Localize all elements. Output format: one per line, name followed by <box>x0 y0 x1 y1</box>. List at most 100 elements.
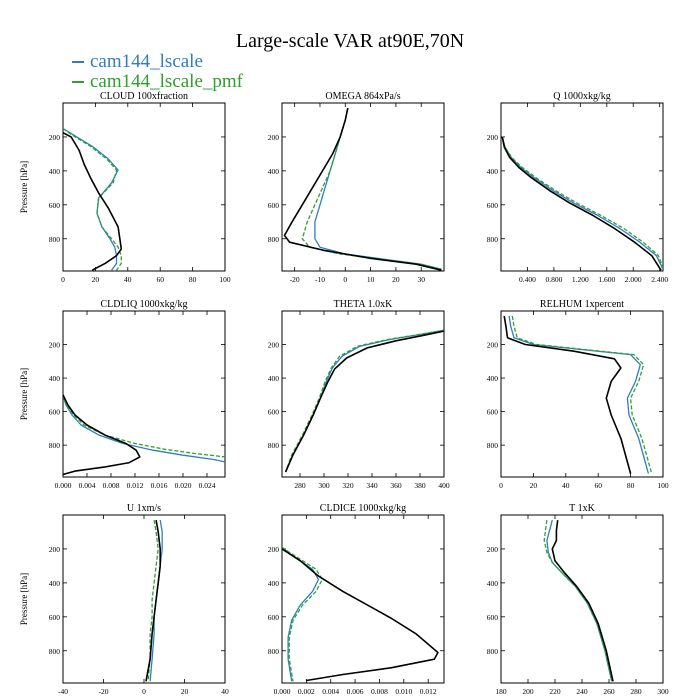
x-tick-label: 20 <box>181 687 189 696</box>
x-tick-label: 0.006 <box>347 687 364 696</box>
x-tick-label: 0.010 <box>395 687 412 696</box>
chart-frame <box>62 514 226 684</box>
x-tick-label: 0.004 <box>322 687 339 696</box>
chart-panel-1: OMEGA 864xPa/s -20 -10 0 10 20 30 200 400 600 800 <box>268 91 445 284</box>
x-tick-label: 380 <box>414 481 426 490</box>
x-tick-label: 20 <box>92 275 100 284</box>
x-tick-label: 0.400 <box>519 275 536 284</box>
x-tick-label: 1.200 <box>572 275 589 284</box>
x-tick-label: 0.016 <box>151 481 168 490</box>
y-tick-label: 800 <box>49 235 61 244</box>
series-line-cam144-lscale-pmf <box>282 546 323 682</box>
series-line-cam144-lscale <box>508 315 650 474</box>
x-tick-label: 400 <box>438 481 450 490</box>
series-line-reference <box>282 548 439 682</box>
x-tick-label: 320 <box>342 481 354 490</box>
x-tick-label: 260 <box>603 687 615 696</box>
x-tick-label: 0.012 <box>420 687 437 696</box>
y-tick-label: 800 <box>487 235 499 244</box>
chart-frame <box>281 310 445 478</box>
x-tick-label: 280 <box>294 481 306 490</box>
chart-title: Q 1000xkg/kg <box>553 91 611 102</box>
y-tick-label: 400 <box>487 579 499 588</box>
y-tick-label: 200 <box>49 133 61 142</box>
legend-item-cam144-lscale-pmf: cam144_lscale_pmf <box>72 72 243 92</box>
x-tick-label: 0.024 <box>199 481 216 490</box>
chart-frame <box>500 310 664 478</box>
legend-label-cam144-lscale: cam144_lscale <box>90 51 203 72</box>
legend: cam144_lscale cam144_lscale_pmf <box>72 52 243 92</box>
legend-swatch-cam144-lscale <box>72 61 84 63</box>
y-tick-label: 600 <box>49 613 61 622</box>
x-tick-label: 300 <box>657 687 669 696</box>
chart-title: THETA 1.0xK <box>334 299 393 310</box>
chart-panel-3: CLDLIQ 1000xkg/kg Pressure [hPa] 0.000 0.00… <box>19 299 226 490</box>
x-tick-label: -20 <box>290 275 300 284</box>
chart-panel-6: U 1xm/s Pressure [hPa] -40 -20 0 20 40 200 400 60… <box>19 503 229 696</box>
x-tick-label: 200 <box>522 687 534 696</box>
series-line-cam144-lscale <box>314 107 442 270</box>
y-tick-label: 200 <box>49 545 61 554</box>
y-tick-label: 200 <box>49 341 61 350</box>
legend-label-cam144-lscale-pmf: cam144_lscale_pmf <box>90 71 244 92</box>
series-line-cam144-lscale <box>501 136 663 270</box>
x-tick-label: 0.008 <box>103 481 120 490</box>
series-line-cam144-lscale-pmf <box>511 315 653 474</box>
y-tick-label: 200 <box>268 341 280 350</box>
x-tick-label: 340 <box>366 481 378 490</box>
series-line-cam144-lscale-pmf <box>147 519 159 682</box>
y-tick-label: 200 <box>268 133 280 142</box>
y-tick-label: 600 <box>487 408 499 417</box>
x-tick-label: 2.000 <box>625 275 642 284</box>
x-tick-label: 0.000 <box>55 481 72 490</box>
x-tick-label: 40 <box>221 687 229 696</box>
chart-panel-8: T 1xK 180 200 220 240 260 280 300 200 400 600 800 <box>487 503 669 696</box>
x-tick-label: 0.000 <box>274 687 291 696</box>
x-tick-label: 0 <box>142 687 146 696</box>
series-line-reference <box>63 131 123 271</box>
chart-panel-7: CLDICE 1000xkg/kg 0.000 0.002 0.004 0.006 0.0… <box>268 503 445 696</box>
chart-panel-5: RELHUM 1xpercent 0 20 40 60 80 100 200 400 600 800 <box>487 299 669 490</box>
y-tick-label: 800 <box>487 441 499 450</box>
x-tick-label: 0 <box>343 275 347 284</box>
chart-frame <box>281 102 445 272</box>
y-axis-label: Pressure [hPa] <box>19 573 29 625</box>
chart-title: RELHUM 1xpercent <box>540 299 624 310</box>
y-tick-label: 800 <box>49 441 61 450</box>
x-tick-label: 0 <box>499 481 503 490</box>
y-tick-label: 600 <box>487 201 499 210</box>
series-line-reference <box>501 136 662 271</box>
series-line-cam144-lscale-pmf <box>501 136 663 268</box>
y-tick-label: 800 <box>268 235 280 244</box>
x-tick-label: 2.400 <box>651 275 668 284</box>
y-tick-label: 600 <box>487 613 499 622</box>
x-tick-label: -40 <box>58 687 68 696</box>
y-tick-label: 400 <box>268 579 280 588</box>
x-tick-label: 30 <box>417 275 425 284</box>
x-tick-label: 40 <box>124 275 132 284</box>
chart-title: U 1xm/s <box>127 503 161 514</box>
series-line-cam144-lscale <box>63 127 119 271</box>
x-tick-label: 0.020 <box>175 481 192 490</box>
x-tick-label: 0.800 <box>545 275 562 284</box>
chart-title: T 1xK <box>569 503 595 514</box>
x-tick-label: -10 <box>315 275 325 284</box>
chart-frame <box>62 310 226 478</box>
x-tick-label: 0 <box>61 275 65 284</box>
chart-panel-0: CLOUD 100xfraction Pressure [hPa] 0 20 40 60 8… <box>19 91 231 284</box>
chart-frame <box>500 514 664 684</box>
x-tick-label: 60 <box>156 275 164 284</box>
series-line-cam144-lscale <box>63 394 225 463</box>
y-tick-label: 600 <box>268 201 280 210</box>
series-line-cam144-lscale <box>546 519 613 682</box>
x-tick-label: 80 <box>627 481 635 490</box>
y-tick-label: 800 <box>487 647 499 656</box>
series-line-reference <box>145 519 161 682</box>
x-tick-label: 100 <box>219 275 231 284</box>
x-tick-label: -20 <box>99 687 109 696</box>
y-tick-label: 200 <box>487 341 499 350</box>
y-tick-label: 400 <box>49 579 61 588</box>
series-line-reference <box>284 330 444 473</box>
legend-item-cam144-lscale: cam144_lscale <box>72 52 243 72</box>
